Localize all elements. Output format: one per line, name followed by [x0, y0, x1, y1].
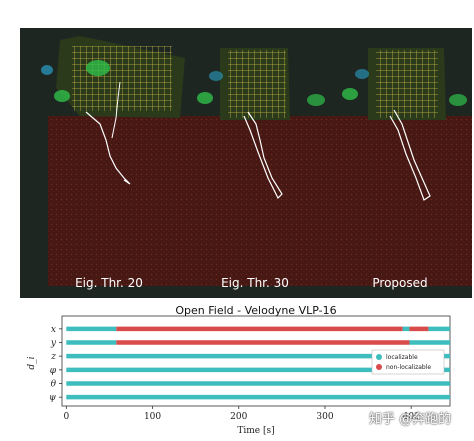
legend-box	[371, 349, 445, 375]
panel-label-proposed: Proposed	[372, 276, 428, 290]
legend-label: localizable	[386, 354, 418, 361]
pointcloud-panel	[20, 28, 472, 298]
x-tick-label: 300	[316, 412, 333, 422]
x-tick-label: 0	[63, 412, 69, 422]
panel-label-eig-thr-20: Eig. Thr. 20	[75, 276, 143, 290]
x-tick-label: 100	[144, 412, 161, 422]
row-label: x	[51, 325, 56, 335]
row-label: y	[50, 339, 57, 349]
panel-label-eig-thr-30: Eig. Thr. 30	[221, 276, 289, 290]
row-label: ψ	[49, 393, 57, 403]
y-axis-label: d_i	[27, 356, 37, 369]
pointcloud-image-proposed	[342, 48, 472, 286]
watermark: 知乎 @奔跑的	[369, 412, 452, 427]
legend-marker	[376, 364, 382, 370]
legend-marker	[376, 354, 382, 360]
row-label: θ	[51, 380, 57, 390]
row-label: z	[50, 352, 56, 362]
row-label: φ	[50, 366, 57, 376]
x-tick-label: 200	[230, 412, 247, 422]
x-axis-label: Time [s]	[237, 426, 274, 436]
pointcloud-image-eig-thr-20	[41, 36, 196, 286]
x-tick-label: 400	[403, 412, 420, 422]
chart-title: Open Field - Velodyne VLP-16	[175, 304, 336, 317]
plot-frame	[61, 315, 451, 407]
legend-label: non-localizable	[386, 364, 431, 371]
pointcloud-image-eig-thr-30	[196, 48, 342, 286]
